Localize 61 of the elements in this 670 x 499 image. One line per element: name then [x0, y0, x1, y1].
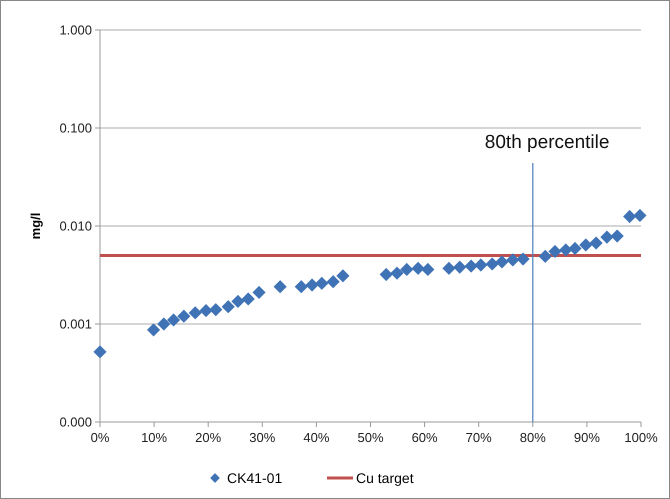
point: [209, 303, 222, 316]
point: [222, 300, 235, 314]
point: [252, 286, 266, 299]
point: [167, 313, 180, 327]
x-tick-label: 70%: [466, 430, 492, 445]
point: [486, 257, 499, 271]
point: [516, 252, 530, 266]
y-tick-label: 0.100: [59, 120, 92, 136]
y-axis-title: mg/l: [28, 212, 43, 240]
y-tick-label: 0.000: [59, 414, 92, 430]
point: [464, 260, 478, 273]
point: [146, 323, 160, 336]
x-tick-label: 100%: [624, 430, 658, 445]
point: [274, 280, 287, 294]
point: [453, 260, 466, 274]
x-tick-label: 30%: [249, 430, 276, 445]
point: [442, 262, 456, 275]
point: [326, 275, 340, 288]
legend-label: Cu target: [356, 470, 414, 486]
x-tick-label: 40%: [303, 430, 330, 445]
point: [633, 208, 646, 222]
point: [538, 250, 552, 263]
point: [421, 262, 434, 276]
point: [315, 276, 328, 290]
point: [579, 238, 592, 252]
point: [188, 306, 202, 320]
point: [590, 236, 603, 250]
point: [177, 310, 190, 323]
x-tick-label: 10%: [141, 430, 168, 445]
point: [157, 317, 170, 331]
point: [294, 280, 308, 294]
point: [231, 294, 245, 308]
x-tick-label: 80%: [520, 430, 546, 445]
point: [474, 258, 488, 272]
x-tick-label: 20%: [195, 430, 222, 445]
point: [623, 210, 636, 224]
x-tick-label: 90%: [574, 430, 600, 445]
point: [242, 292, 255, 306]
point: [93, 345, 107, 358]
point: [495, 255, 509, 268]
x-tick-label: 0%: [90, 430, 110, 445]
point: [390, 266, 404, 280]
point: [600, 230, 614, 244]
x-tick-label: 60%: [412, 430, 438, 445]
ref-line-label: 80th percentile: [484, 132, 610, 153]
point: [400, 262, 414, 276]
point: [380, 268, 393, 282]
point: [548, 244, 562, 258]
point: [506, 253, 520, 267]
point: [336, 269, 350, 282]
legend-label: CK41-01: [227, 470, 282, 486]
y-tick-label: 0.010: [59, 218, 92, 234]
point: [199, 304, 213, 318]
y-tick-label: 0.001: [59, 316, 92, 332]
point: [568, 242, 582, 256]
y-tick-label: 1.000: [59, 22, 92, 38]
point: [610, 229, 624, 243]
point: [412, 262, 425, 275]
x-tick-label: 50%: [357, 430, 384, 445]
point: [559, 243, 572, 256]
point: [306, 278, 319, 292]
